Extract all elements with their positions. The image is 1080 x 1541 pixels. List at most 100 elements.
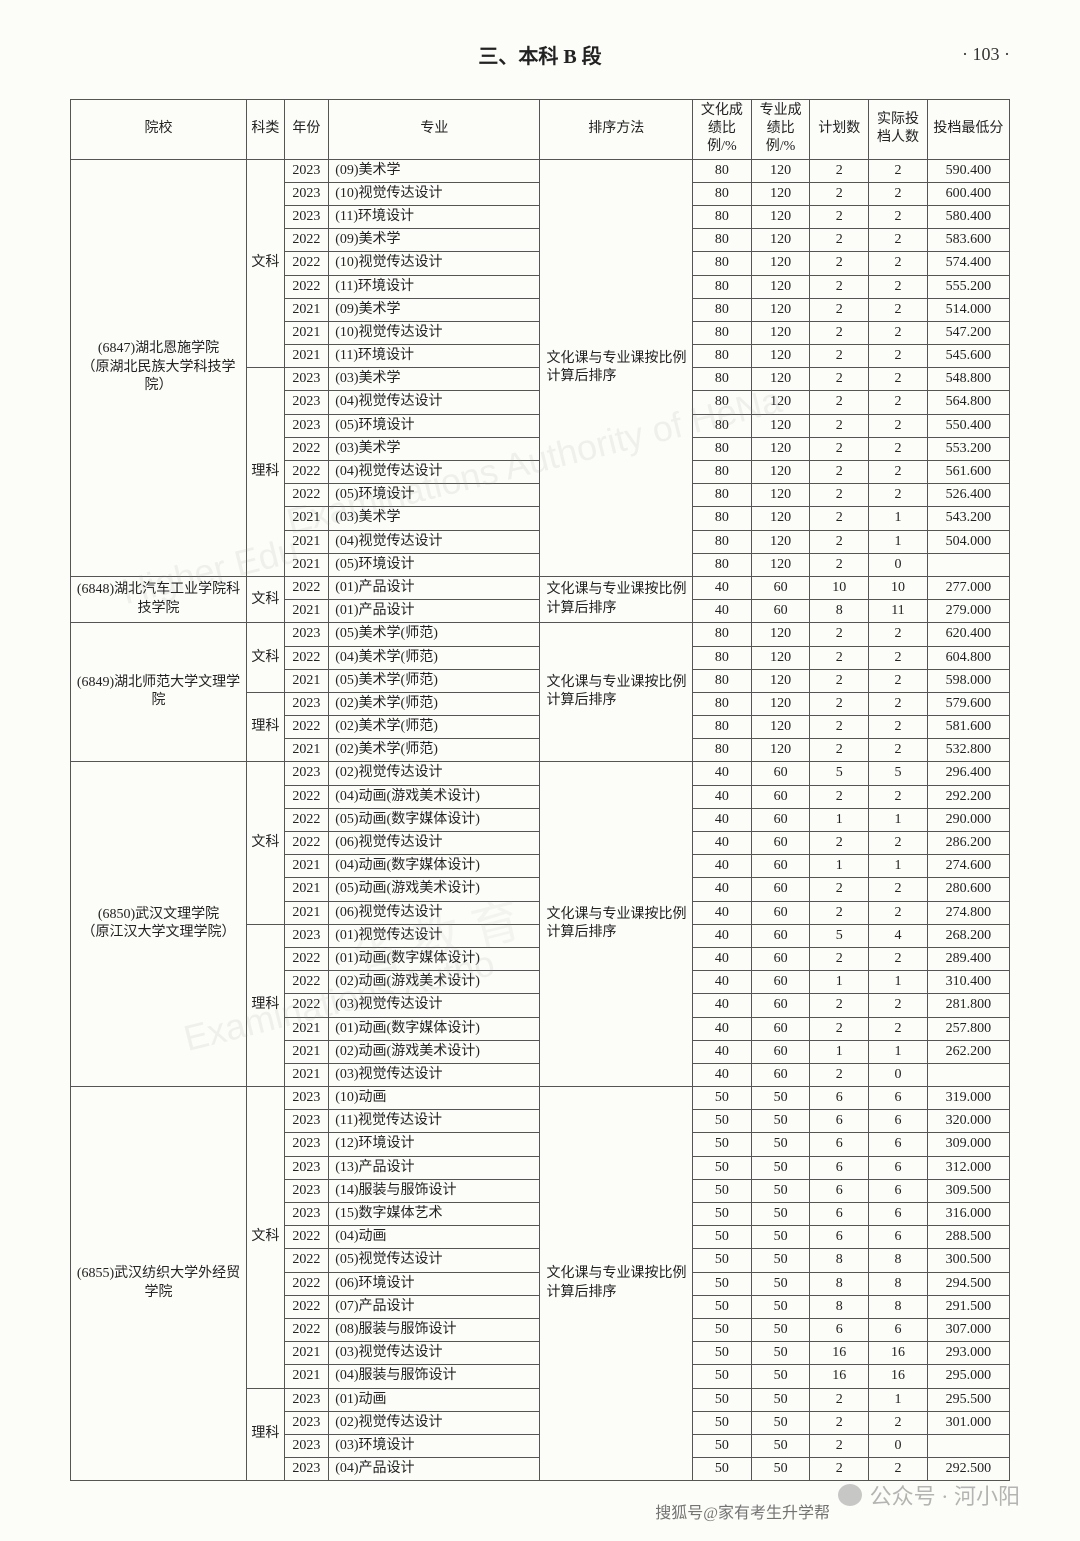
cell-year: 2022 xyxy=(284,832,329,855)
cell-year: 2022 xyxy=(284,1295,329,1318)
cell-major: (08)服装与服饰设计 xyxy=(329,1318,540,1341)
cell-score: 307.000 xyxy=(927,1318,1009,1341)
cell-wenhua: 50 xyxy=(693,1458,752,1481)
cell-major: (03)环境设计 xyxy=(329,1434,540,1457)
cell-year: 2021 xyxy=(284,1063,329,1086)
cell-year: 2022 xyxy=(284,1272,329,1295)
cell-year: 2022 xyxy=(284,437,329,460)
cell-year: 2021 xyxy=(284,345,329,368)
cell-major: (04)视觉传达设计 xyxy=(329,391,540,414)
cell-wenhua: 80 xyxy=(693,507,752,530)
cell-zhuanye: 120 xyxy=(751,553,810,576)
title-prefix: 三、本科 xyxy=(478,46,563,68)
page-number: · 103 · xyxy=(962,44,1010,65)
cell-major: (04)动画(游戏美术设计) xyxy=(329,785,540,808)
cell-zhuanye: 120 xyxy=(751,623,810,646)
cell-year: 2022 xyxy=(284,1226,329,1249)
cell-score: 514.000 xyxy=(927,298,1009,321)
cell-actual: 2 xyxy=(869,901,928,924)
cell-major: (05)环境设计 xyxy=(329,553,540,576)
cell-plan: 2 xyxy=(810,1458,869,1481)
cell-plan: 16 xyxy=(810,1365,869,1388)
cell-score xyxy=(927,553,1009,576)
cell-score: 268.200 xyxy=(927,924,1009,947)
cell-major: (01)动画(数字媒体设计) xyxy=(329,947,540,970)
cell-major: (01)产品设计 xyxy=(329,576,540,599)
cell-year: 2023 xyxy=(284,1411,329,1434)
cell-major: (13)产品设计 xyxy=(329,1156,540,1179)
cell-zhuanye: 120 xyxy=(751,530,810,553)
cell-score: 295.500 xyxy=(927,1388,1009,1411)
cell-plan: 2 xyxy=(810,484,869,507)
cell-actual: 6 xyxy=(869,1110,928,1133)
cell-actual: 2 xyxy=(869,437,928,460)
cell-actual: 16 xyxy=(869,1342,928,1365)
cell-zhuanye: 60 xyxy=(751,832,810,855)
cell-year: 2023 xyxy=(284,1458,329,1481)
cell-year: 2022 xyxy=(284,646,329,669)
cell-zhuanye: 50 xyxy=(751,1342,810,1365)
cell-actual: 2 xyxy=(869,275,928,298)
cell-wenhua: 50 xyxy=(693,1203,752,1226)
col-zhuanye: 专业成绩比例/% xyxy=(751,100,810,160)
cell-wenhua: 80 xyxy=(693,739,752,762)
cell-zhuanye: 120 xyxy=(751,298,810,321)
cell-major: (09)美术学 xyxy=(329,229,540,252)
cell-score: 295.000 xyxy=(927,1365,1009,1388)
cell-score: 548.800 xyxy=(927,368,1009,391)
cell-kelei: 理科 xyxy=(247,924,285,1086)
cell-zhuanye: 60 xyxy=(751,1017,810,1040)
cell-year: 2022 xyxy=(284,947,329,970)
cell-actual: 8 xyxy=(869,1295,928,1318)
cell-wenhua: 80 xyxy=(693,275,752,298)
cell-plan: 2 xyxy=(810,182,869,205)
cell-actual: 1 xyxy=(869,808,928,831)
cell-score: 604.800 xyxy=(927,646,1009,669)
cell-actual: 2 xyxy=(869,414,928,437)
cell-score: 553.200 xyxy=(927,437,1009,460)
cell-actual: 2 xyxy=(869,368,928,391)
admissions-table: 院校 科类 年份 专业 排序方法 文化成绩比例/% 专业成绩比例/% 计划数 实… xyxy=(70,99,1010,1481)
cell-major: (10)视觉传达设计 xyxy=(329,321,540,344)
cell-score: 286.200 xyxy=(927,832,1009,855)
cell-year: 2023 xyxy=(284,1388,329,1411)
cell-actual: 2 xyxy=(869,252,928,275)
cell-actual: 2 xyxy=(869,345,928,368)
cell-kelei: 文科 xyxy=(247,623,285,693)
cell-major: (02)视觉传达设计 xyxy=(329,1411,540,1434)
cell-score: 291.500 xyxy=(927,1295,1009,1318)
cell-actual: 2 xyxy=(869,669,928,692)
cell-year: 2021 xyxy=(284,1365,329,1388)
cell-zhuanye: 50 xyxy=(751,1249,810,1272)
cell-major: (01)视觉传达设计 xyxy=(329,924,540,947)
cell-actual: 2 xyxy=(869,994,928,1017)
cell-score: 293.000 xyxy=(927,1342,1009,1365)
cell-plan: 2 xyxy=(810,832,869,855)
cell-major: (05)环境设计 xyxy=(329,414,540,437)
cell-plan: 2 xyxy=(810,739,869,762)
cell-year: 2023 xyxy=(284,159,329,182)
cell-wenhua: 40 xyxy=(693,901,752,924)
cell-plan: 2 xyxy=(810,159,869,182)
cell-zhuanye: 60 xyxy=(751,785,810,808)
cell-zhuanye: 60 xyxy=(751,994,810,1017)
cell-zhuanye: 60 xyxy=(751,855,810,878)
cell-major: (02)动画(游戏美术设计) xyxy=(329,971,540,994)
cell-zhuanye: 50 xyxy=(751,1434,810,1457)
cell-plan: 8 xyxy=(810,1249,869,1272)
cell-year: 2022 xyxy=(284,1249,329,1272)
cell-major: (03)视觉传达设计 xyxy=(329,994,540,1017)
cell-plan: 2 xyxy=(810,878,869,901)
cell-actual: 6 xyxy=(869,1179,928,1202)
cell-wenhua: 40 xyxy=(693,762,752,785)
cell-plan: 8 xyxy=(810,600,869,623)
cell-zhuanye: 60 xyxy=(751,947,810,970)
cell-score: 590.400 xyxy=(927,159,1009,182)
cell-year: 2022 xyxy=(284,229,329,252)
cell-wenhua: 80 xyxy=(693,530,752,553)
cell-wenhua: 80 xyxy=(693,205,752,228)
table-row: (6847)湖北恩施学院 （原湖北民族大学科技学院）文科2023(09)美术学文… xyxy=(71,159,1010,182)
section-title: 三、本科 B 段 xyxy=(478,40,601,69)
cell-score: 289.400 xyxy=(927,947,1009,970)
cell-actual: 6 xyxy=(869,1156,928,1179)
